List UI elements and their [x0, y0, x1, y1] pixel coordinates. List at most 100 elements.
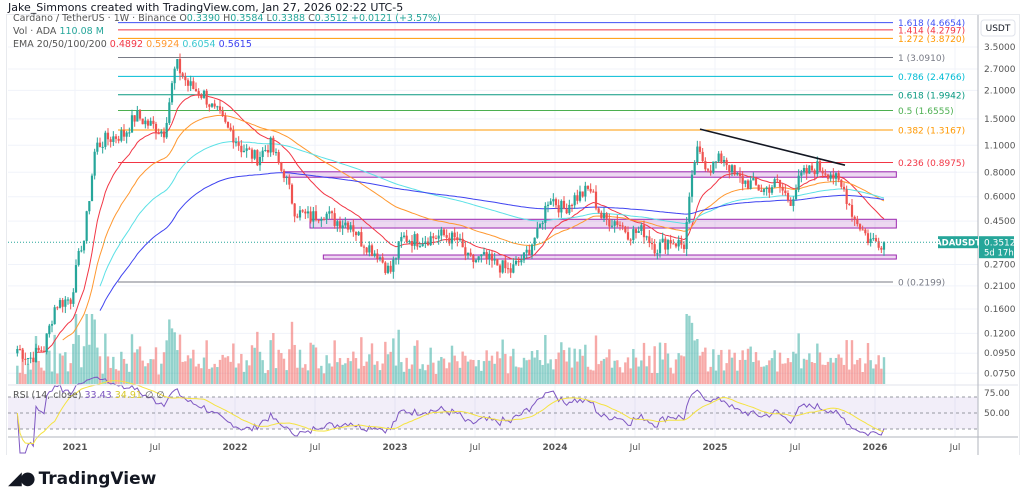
fib-label: 1.618 (4.6654) — [898, 19, 965, 29]
volume-bar — [373, 364, 376, 384]
volume-bar — [789, 362, 792, 384]
candle — [136, 110, 139, 122]
candle — [829, 174, 832, 179]
volume-bar — [464, 355, 467, 384]
volume-bar — [792, 351, 795, 384]
candle — [528, 249, 531, 255]
time-tick-label: Jul — [149, 443, 161, 453]
volume-bar — [266, 370, 270, 384]
candle — [805, 167, 808, 174]
candle — [584, 185, 587, 197]
candle — [728, 165, 731, 173]
volume-bar — [536, 350, 539, 384]
volume-bar — [288, 349, 291, 384]
candle — [370, 245, 374, 256]
volume-bar — [258, 351, 262, 384]
candle — [141, 118, 144, 125]
volume-bar — [282, 358, 286, 384]
ema-legend: EMA 20/50/100/200 0.4892 0.5924 0.6054 0… — [13, 39, 252, 50]
change-value: +0.0121 (+3.57%) — [351, 13, 441, 24]
candle — [242, 150, 246, 153]
candle — [290, 184, 294, 204]
volume-bar — [120, 351, 123, 384]
candle — [525, 249, 528, 253]
rsi-label[interactable]: RSI (14, close) — [13, 390, 82, 401]
volume-bar — [176, 350, 179, 384]
volume-bar — [466, 361, 470, 384]
volume-bar — [656, 373, 659, 384]
volume-bar — [442, 358, 446, 384]
time-tick-label: Jul — [949, 443, 961, 453]
candle — [698, 146, 702, 152]
candle — [157, 133, 160, 135]
fib-label: 1.414 (4.2797) — [898, 26, 965, 36]
volume-bar — [824, 364, 827, 384]
volume-bar — [781, 363, 784, 384]
candle — [354, 231, 358, 236]
chart-canvas[interactable]: 1.618 (4.6654)1.414 (4.2797)1.272 (3.872… — [0, 0, 1024, 460]
volume-bar — [768, 360, 771, 384]
candle — [613, 221, 616, 226]
candle — [186, 80, 190, 86]
candle — [594, 191, 598, 209]
candle — [645, 236, 648, 238]
volume-bar — [696, 339, 699, 384]
volume-bar — [826, 361, 830, 384]
symbol-title[interactable]: Cardano / TetherUS · 1W · Binance — [13, 13, 177, 24]
volume-bar — [114, 369, 118, 384]
candle — [208, 104, 211, 107]
volume-bar — [248, 365, 251, 384]
candle — [272, 137, 275, 153]
volume-bar — [32, 362, 35, 384]
candle — [661, 238, 664, 243]
candle — [320, 218, 323, 221]
volume-bar — [130, 334, 134, 384]
candle — [154, 123, 158, 134]
volume-bar — [538, 360, 542, 384]
candle — [744, 180, 747, 184]
time-tick-label: 2023 — [382, 443, 407, 453]
candle — [114, 136, 118, 139]
volume-bar — [410, 364, 414, 384]
candle — [280, 162, 283, 171]
volume-bar — [349, 361, 352, 384]
candle — [656, 253, 659, 255]
candle — [746, 180, 750, 189]
candle — [162, 131, 166, 138]
candle — [170, 83, 174, 103]
candle — [338, 221, 342, 229]
candle — [197, 91, 200, 96]
volume-bar — [562, 350, 566, 384]
chart-frame — [6, 14, 1020, 455]
volume-bar — [338, 358, 342, 384]
volume-label[interactable]: Vol · ADA — [13, 26, 57, 37]
candle — [530, 244, 534, 255]
candle — [381, 257, 384, 263]
candle — [178, 58, 182, 74]
candle — [405, 235, 408, 242]
candle — [426, 241, 430, 246]
candle — [34, 347, 38, 363]
tradingview-logo[interactable]: ◢● TradingView — [8, 468, 156, 489]
rsi-band — [8, 397, 978, 429]
candle — [842, 186, 846, 190]
candle — [709, 170, 712, 173]
volume-bar — [626, 357, 630, 384]
volume-bar — [688, 315, 691, 384]
candle — [386, 265, 390, 273]
volume-bar — [389, 351, 392, 384]
volume-bar — [608, 349, 611, 384]
candle — [730, 165, 734, 173]
candle — [490, 253, 494, 261]
candle — [472, 255, 475, 263]
volume-bar — [786, 358, 790, 384]
candle — [456, 237, 459, 241]
volume-bar — [309, 342, 312, 384]
volume-bar — [664, 342, 667, 384]
volume-bar — [741, 350, 744, 384]
candle — [882, 242, 886, 250]
volume-bar — [69, 363, 72, 384]
ema-label[interactable]: EMA 20/50/100/200 — [13, 39, 107, 50]
candle — [536, 228, 539, 238]
volume-bar — [376, 361, 379, 384]
